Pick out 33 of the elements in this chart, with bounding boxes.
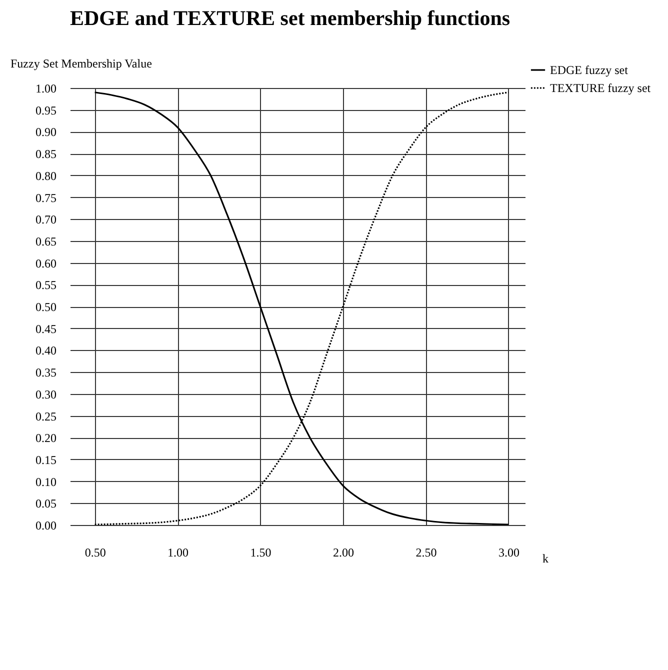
x-tick-label: 0.50 [84,546,106,560]
y-tick-label: 1.00 [36,82,56,96]
y-tick-label: 0.65 [36,234,56,248]
x-tick-label: 1.50 [250,546,272,560]
y-tick-label: 0.25 [36,409,56,424]
y-tick-label: 0.80 [36,168,56,183]
y-tick-label: 0.55 [36,278,56,292]
y-tick-label: 0.05 [36,496,56,511]
x-tick-label: 2.50 [416,546,437,560]
x-axis-title: k [542,552,548,566]
y-tick-label: 0.20 [36,431,56,446]
y-tick-label: 0.85 [36,147,56,162]
y-axis-title: Fuzzy Set Membership Value [10,56,152,70]
legend-label: EDGE fuzzy set [550,63,629,77]
y-tick-label: 0.15 [36,452,56,467]
y-tick-label: 0.75 [36,190,56,205]
y-tick-label: 0.40 [36,344,56,358]
x-tick-label: 2.00 [333,546,354,560]
chart-title: EDGE and TEXTURE set membership functions [70,6,510,30]
y-tick-label: 0.70 [36,212,56,227]
y-tick-label: 0.95 [36,103,56,118]
x-tick-label: 3.00 [498,546,520,560]
y-tick-label: 0.90 [36,125,56,140]
y-tick-label: 0.10 [36,474,56,489]
x-tick-label: 1.00 [168,546,189,560]
y-tick-label: 0.30 [36,387,56,402]
y-tick-label: 0.45 [36,322,56,336]
legend-label: TEXTURE fuzzy set [550,81,652,95]
line-series [94,92,510,525]
y-tick-label: 0.00 [36,518,56,532]
y-tick-label: 0.35 [36,366,56,380]
y-tick-label: 0.60 [36,256,56,270]
y-tick-label: 0.50 [36,300,56,314]
